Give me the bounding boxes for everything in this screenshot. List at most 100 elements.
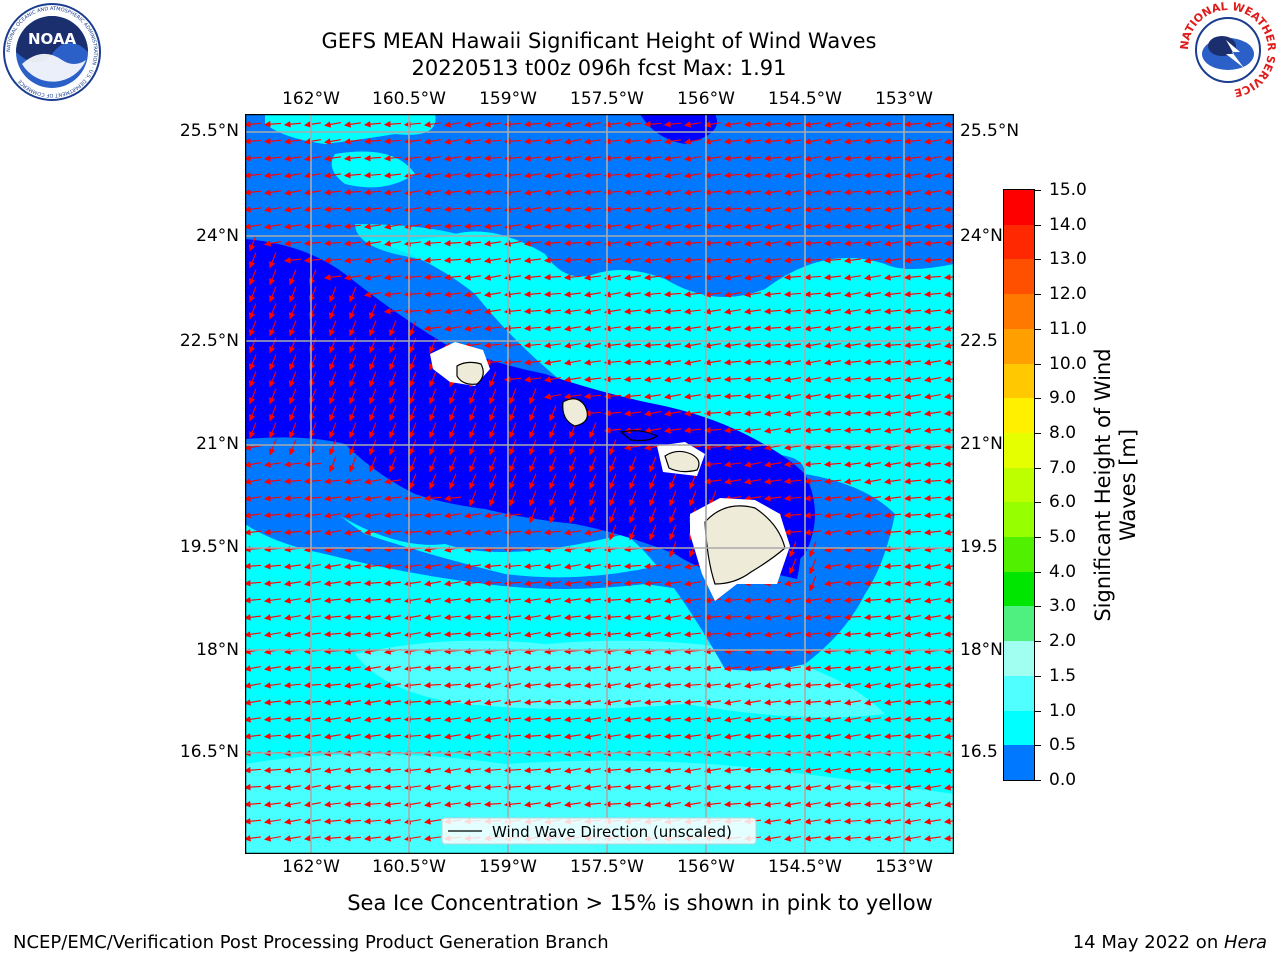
- wave-direction-arrow: [924, 138, 941, 145]
- wave-direction-arrow: [589, 473, 597, 490]
- wave-direction-arrow: [724, 291, 741, 298]
- wave-direction-arrow: [484, 291, 501, 298]
- wave-direction-arrow: [623, 392, 642, 400]
- wave-direction-arrow: [643, 137, 662, 145]
- wave-direction-arrow: [369, 337, 377, 354]
- wave-direction-arrow: [323, 222, 342, 230]
- wave-direction-arrow: [443, 239, 462, 247]
- wave-direction-arrow: [523, 528, 542, 536]
- wave-direction-arrow: [264, 223, 281, 230]
- wave-direction-arrow: [409, 354, 417, 371]
- wave-direction-arrow: [483, 358, 502, 366]
- wave-direction-arrow: [463, 239, 482, 247]
- wave-direction-arrow: [564, 529, 581, 536]
- wave-direction-arrow: [564, 359, 581, 366]
- wave-direction-arrow: [824, 138, 841, 145]
- wave-direction-arrow: [744, 257, 761, 264]
- wave-direction-arrow: [803, 460, 822, 468]
- wave-direction-arrow: [409, 456, 417, 473]
- wave-direction-arrow: [289, 371, 297, 388]
- wave-direction-arrow: [663, 273, 682, 281]
- wave-direction-arrow: [543, 223, 562, 230]
- wave-direction-arrow: [463, 155, 482, 162]
- wave-direction-arrow: [683, 290, 702, 298]
- colorbar-tick-mark: [1035, 606, 1041, 608]
- wave-direction-arrow: [589, 456, 597, 473]
- colorbar-bin: [1004, 502, 1034, 538]
- wave-direction-arrow: [704, 291, 721, 298]
- wave-direction-arrow: [409, 388, 417, 405]
- wave-direction-arrow: [864, 461, 881, 468]
- wave-direction-arrow: [423, 239, 442, 247]
- wave-direction-arrow: [884, 257, 901, 264]
- wave-direction-arrow: [409, 320, 417, 337]
- wave-direction-arrow: [903, 359, 922, 366]
- wave-direction-arrow: [323, 188, 342, 196]
- lat-label-right: 18°N: [960, 640, 1003, 660]
- wave-direction-arrow: [483, 529, 502, 536]
- wave-direction-arrow: [883, 154, 902, 162]
- wave-direction-arrow: [549, 405, 557, 422]
- wave-direction-arrow: [923, 443, 942, 451]
- wave-direction-arrow: [443, 256, 462, 264]
- wave-direction-arrow: [783, 461, 802, 468]
- wave-direction-arrow: [564, 376, 581, 383]
- wave-direction-arrow: [523, 273, 542, 281]
- wave-direction-arrow: [883, 528, 902, 536]
- wave-direction-arrow: [864, 274, 881, 281]
- wave-direction-arrow: [884, 444, 901, 451]
- wave-direction-arrow: [583, 274, 601, 281]
- wave-direction-arrow: [803, 427, 822, 434]
- wave-direction-arrow: [563, 393, 581, 400]
- wave-direction-arrow: [743, 137, 762, 145]
- wave-direction-arrow: [269, 371, 277, 388]
- lat-label-left: 18°N: [196, 640, 239, 660]
- wave-direction-arrow: [323, 495, 342, 502]
- footer-machine: Hera: [1223, 932, 1267, 953]
- colorbar-tick-label: 4.0: [1049, 561, 1077, 582]
- noaa-logo-icon: NOAA NATIONAL OCEANIC AND ATMOSPHERIC AD…: [2, 2, 102, 102]
- wave-direction-arrow: [863, 154, 882, 162]
- sea-fill-1p5: [355, 224, 503, 284]
- wave-direction-arrow: [783, 342, 802, 349]
- wave-direction-arrow: [304, 172, 321, 179]
- lon-label-top: 153°W: [875, 89, 933, 109]
- wave-direction-arrow: [349, 371, 357, 388]
- wave-direction-arrow: [409, 371, 417, 388]
- wave-direction-arrow: [843, 188, 862, 196]
- wave-direction-arrow: [269, 286, 277, 303]
- lat-label-left: 25.5°N: [179, 121, 239, 141]
- wave-direction-arrow: [803, 529, 822, 536]
- wave-direction-arrow: [304, 138, 321, 145]
- wave-direction-arrow: [349, 303, 357, 320]
- wave-direction-arrow: [469, 422, 477, 439]
- wave-direction-arrow: [364, 257, 381, 264]
- colorbar-tick-mark: [1035, 571, 1041, 573]
- wave-direction-arrow: [269, 337, 277, 354]
- wave-direction-arrow: [744, 223, 761, 230]
- wave-direction-arrow: [269, 405, 277, 422]
- wave-direction-arrow: [523, 120, 542, 128]
- colorbar-tick-label: 0.0: [1049, 770, 1077, 790]
- wave-direction-arrow: [664, 172, 681, 179]
- wave-direction-arrow: [884, 206, 901, 213]
- lon-label-top: 162°W: [282, 89, 340, 109]
- wave-direction-arrow: [463, 222, 482, 230]
- wave-direction-arrow: [383, 120, 402, 128]
- wave-direction-arrow: [483, 325, 502, 332]
- wave-direction-arrow: [724, 257, 741, 264]
- wave-direction-arrow: [443, 512, 461, 519]
- wave-direction-arrow: [804, 189, 821, 196]
- wave-direction-arrow: [463, 257, 482, 264]
- wave-direction-arrow: [843, 222, 862, 230]
- wave-direction-arrow: [803, 325, 821, 332]
- wave-direction-arrow: [629, 456, 637, 473]
- wave-direction-arrow: [249, 388, 257, 405]
- wave-direction-arrow: [383, 291, 402, 298]
- lat-label-left: 22.5°N: [179, 331, 239, 351]
- wave-direction-arrow: [683, 273, 702, 281]
- wave-direction-arrow: [863, 325, 882, 332]
- wave-direction-arrow: [763, 358, 782, 366]
- wave-direction-arrow: [584, 325, 601, 332]
- wave-direction-arrow: [784, 206, 801, 213]
